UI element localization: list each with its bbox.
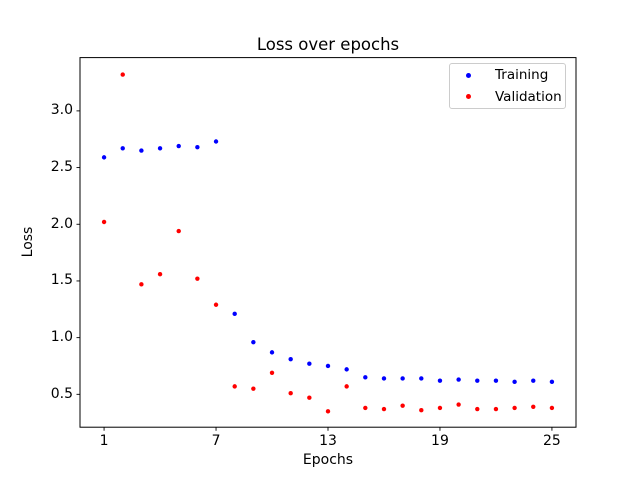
training-data-point <box>101 155 107 160</box>
legend-label-validation: Validation <box>495 88 562 105</box>
training-data-point <box>120 146 125 151</box>
y-tick-label: 2.5 <box>50 159 73 176</box>
validation-data-point <box>419 407 424 413</box>
training-data-point <box>139 148 144 153</box>
validation-data-point <box>288 390 293 396</box>
validation-marker-icon <box>466 94 471 100</box>
training-data-point <box>307 361 312 366</box>
training-data-point <box>400 376 405 381</box>
validation-data-point <box>363 405 368 411</box>
training-data-point <box>325 363 331 369</box>
x-tick-label: 1 <box>99 433 109 449</box>
training-data-point <box>456 377 461 382</box>
validation-data-point <box>456 402 461 407</box>
validation-data-point <box>176 228 181 234</box>
training-data-point <box>419 376 424 381</box>
training-data-point <box>157 146 163 151</box>
validation-data-point <box>400 403 405 408</box>
validation-data-point <box>269 370 275 375</box>
x-tick-label: 7 <box>211 433 221 449</box>
training-data-point <box>288 356 293 362</box>
y-tick-label: 1.0 <box>50 329 73 346</box>
validation-data-point <box>493 406 499 412</box>
training-data-point <box>381 376 387 381</box>
training-data-point <box>213 139 219 144</box>
training-data-point <box>195 144 200 150</box>
validation-data-point <box>325 409 331 414</box>
validation-data-point <box>232 384 237 389</box>
validation-data-point <box>213 302 219 307</box>
validation-data-point <box>344 384 349 389</box>
validation-data-point <box>120 72 125 77</box>
training-data-point <box>176 143 181 149</box>
validation-data-point <box>549 405 555 411</box>
y-tick-label: 1.5 <box>50 272 73 289</box>
training-data-point <box>475 378 480 383</box>
validation-data-point <box>531 404 536 409</box>
validation-data-point <box>251 386 256 391</box>
validation-data-point <box>307 395 312 400</box>
x-tick-label: 19 <box>431 433 449 449</box>
validation-data-point <box>512 405 517 411</box>
legend-item-training: Training <box>450 65 565 85</box>
training-data-point <box>493 378 499 383</box>
y-tick-label: 2.0 <box>50 215 73 232</box>
y-tick-label: 0.5 <box>50 385 73 402</box>
training-data-point <box>269 350 275 355</box>
training-data-point <box>512 379 517 385</box>
training-data-point <box>363 375 368 380</box>
validation-data-point <box>195 276 200 281</box>
axes-frame <box>79 57 577 428</box>
validation-data-point <box>157 271 163 277</box>
legend-item-validation: Validation <box>450 87 565 107</box>
validation-data-point <box>139 282 144 287</box>
validation-data-point <box>381 406 387 412</box>
x-tick-label: 25 <box>543 433 561 449</box>
legend-label-training: Training <box>495 67 549 84</box>
training-data-point <box>251 339 256 345</box>
x-tick-label: 13 <box>319 433 337 449</box>
training-data-point <box>437 378 443 383</box>
validation-data-point <box>101 219 107 225</box>
training-marker-icon <box>466 72 471 78</box>
chart-title: Loss over epochs <box>256 35 400 54</box>
legend: Training Validation <box>449 63 566 109</box>
validation-data-point <box>437 405 443 411</box>
training-data-point <box>344 367 349 372</box>
y-tick-label: 3.0 <box>50 102 73 119</box>
training-data-point <box>232 311 237 317</box>
training-data-point <box>531 378 536 383</box>
x-axis-label: Epochs <box>302 452 354 468</box>
validation-data-point <box>475 406 480 412</box>
training-data-point <box>549 379 555 385</box>
